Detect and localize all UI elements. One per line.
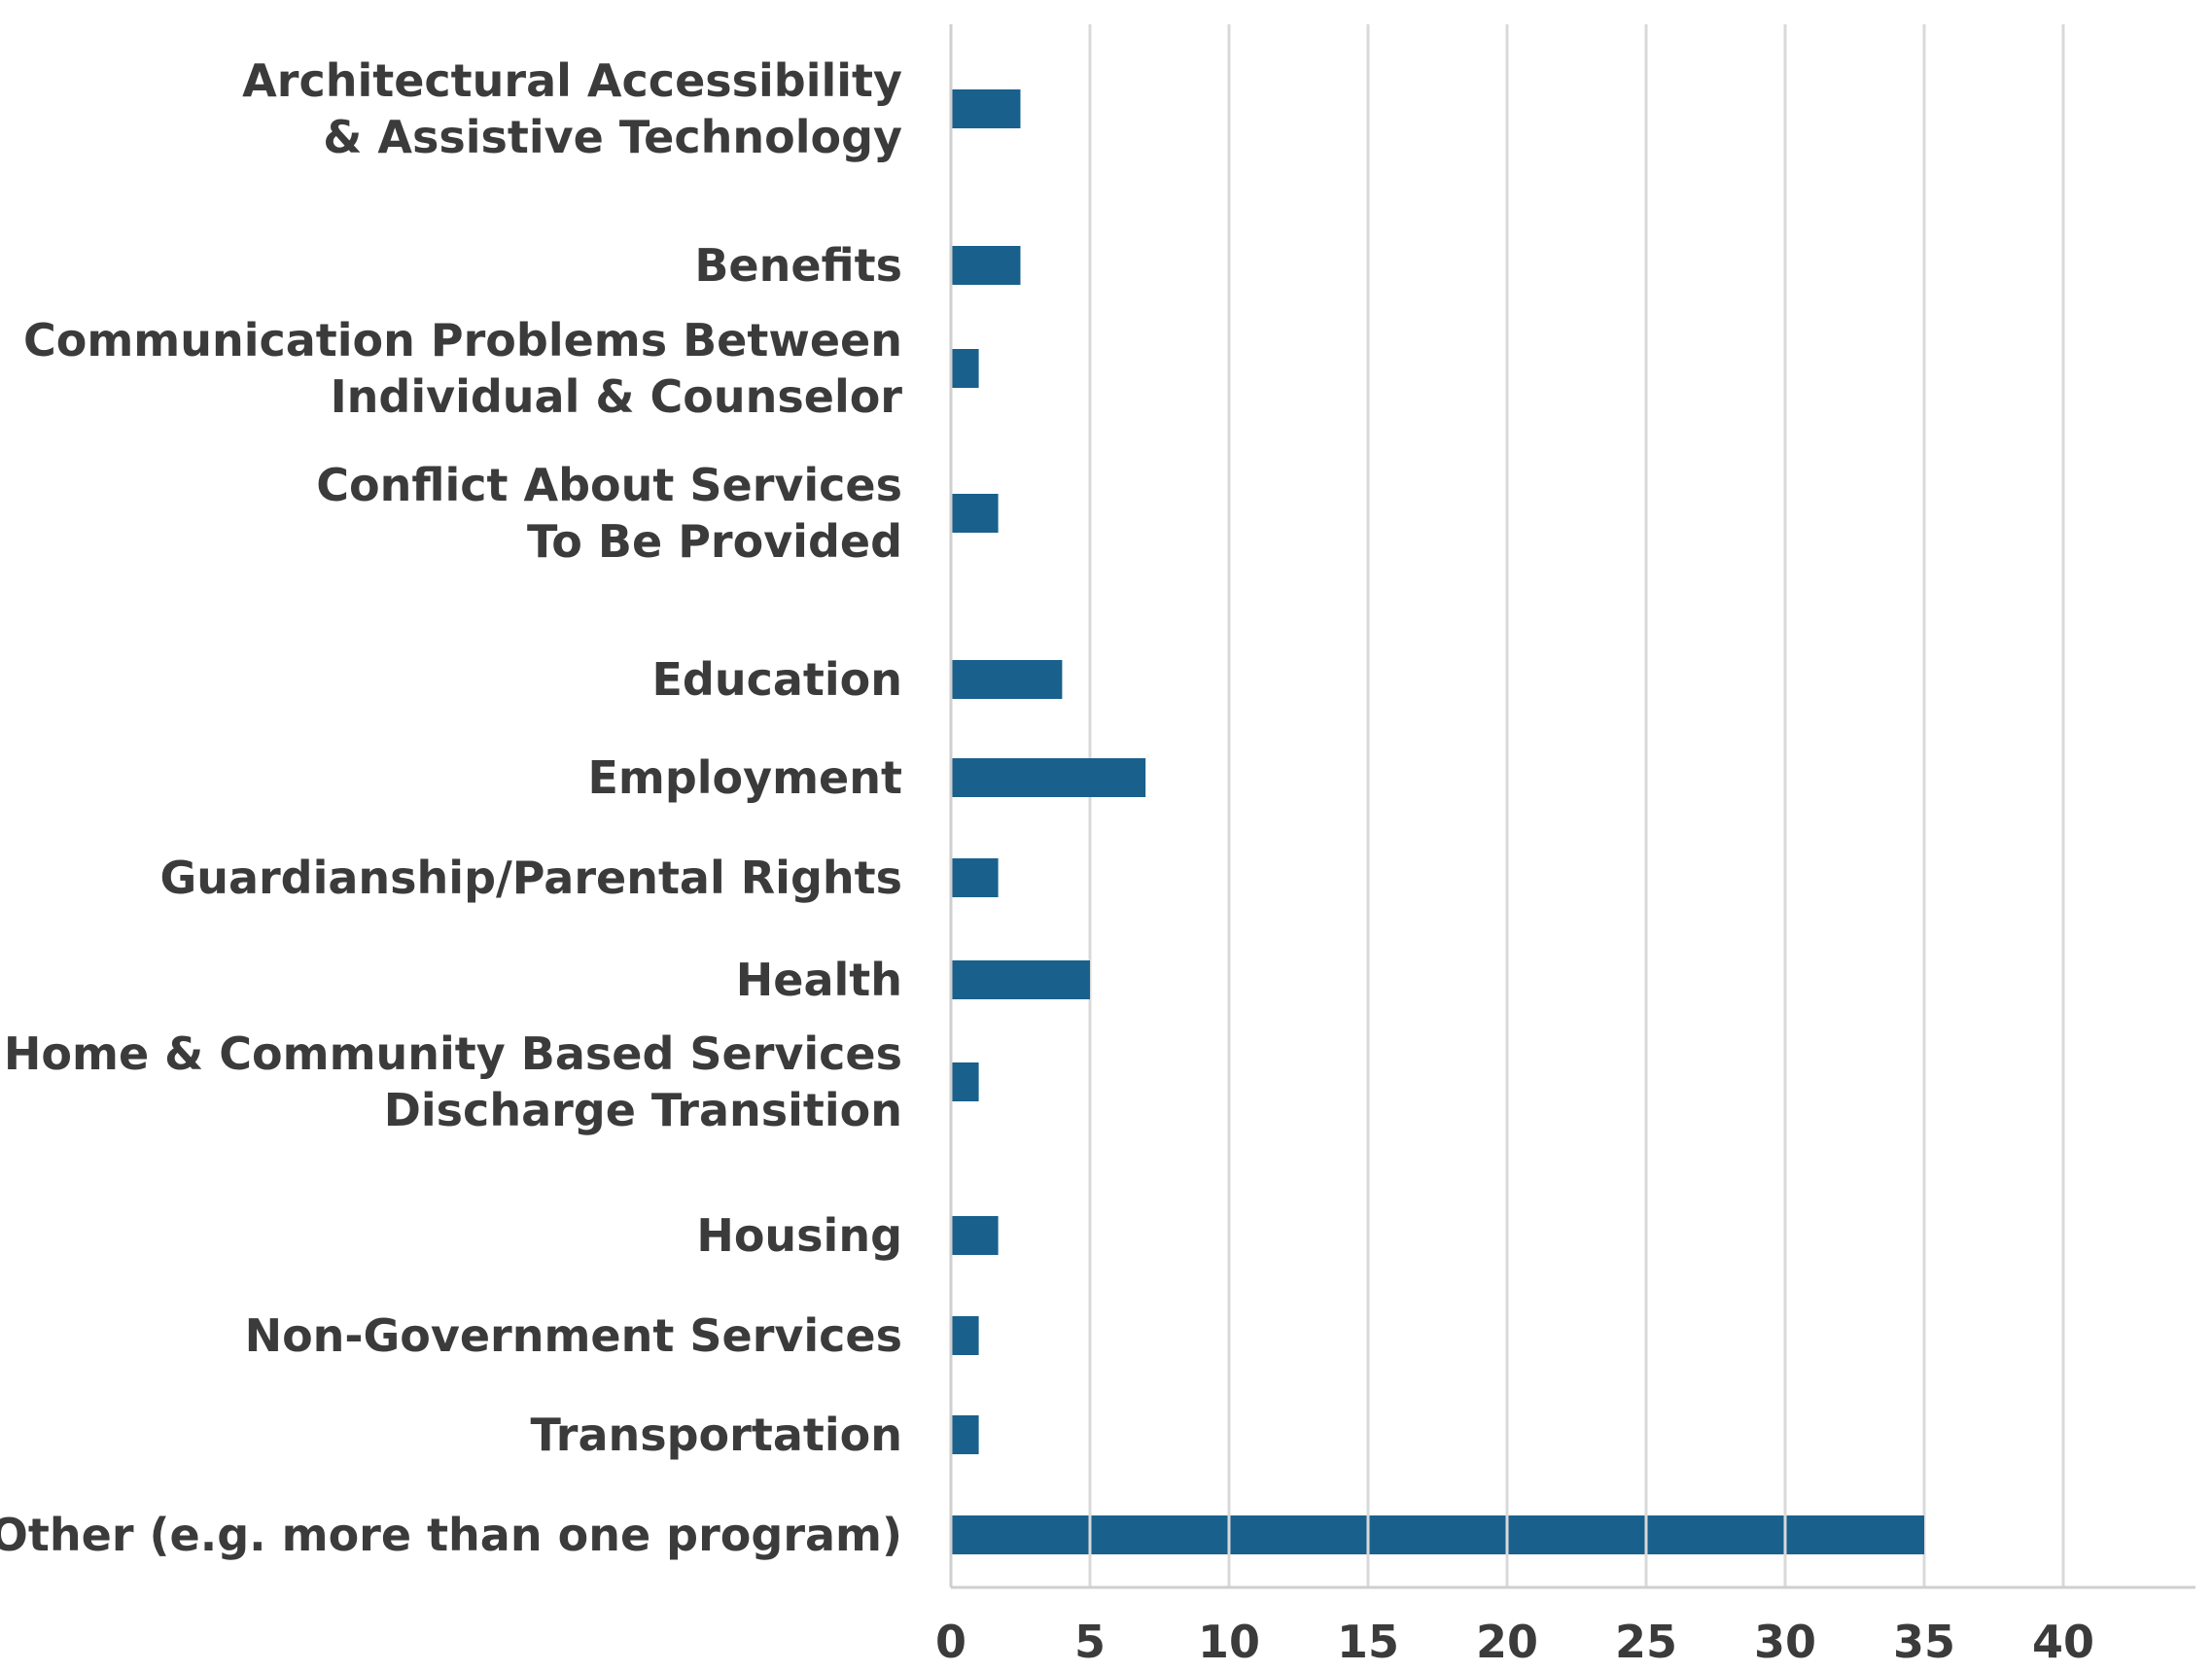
x-tick-label-30: 30: [1754, 1616, 1816, 1668]
category-label-line: & Assistive Technology: [323, 111, 902, 163]
bars: [951, 89, 1924, 1554]
category-label-4: Education: [651, 653, 902, 706]
category-label-line: To Be Provided: [527, 515, 902, 568]
category-label-line: Education: [651, 653, 902, 706]
x-tick-label-40: 40: [2032, 1616, 2094, 1668]
category-label-1: Benefits: [694, 239, 902, 292]
category-label-0: Architectural Accessibility & Assistive T…: [242, 54, 902, 163]
category-label-10: Non-Government Services: [245, 1309, 902, 1362]
category-label-5: Employment: [587, 751, 902, 804]
bar-7: [951, 960, 1090, 999]
x-tick-label-20: 20: [1476, 1616, 1538, 1668]
gridlines: [1088, 24, 2065, 1587]
category-label-6: Guardianship/Parental Rights: [159, 852, 902, 904]
bar-10: [951, 1316, 979, 1355]
bar-5: [951, 758, 1146, 797]
category-label-line: Architectural Accessibility: [242, 54, 902, 107]
category-label-11: Transportation: [530, 1409, 902, 1461]
category-label-line: Home & Community Based Services: [4, 1027, 902, 1080]
category-label-3: Conflict About Services To Be Provided: [316, 459, 902, 568]
x-axis: 0 5 10 15 20 25 30 35 40: [935, 24, 2195, 1668]
category-label-line: Individual & Counselor: [331, 370, 903, 423]
category-label-line: Other (e.g. more than one program): [0, 1509, 902, 1561]
bar-2: [951, 349, 979, 388]
category-label-9: Housing: [696, 1209, 902, 1262]
bar-11: [951, 1415, 979, 1454]
x-tick-label-35: 35: [1893, 1616, 1955, 1668]
category-label-2: Communication Problems Between Individual…: [23, 314, 902, 423]
category-label-line: Health: [736, 954, 902, 1006]
category-label-7: Health: [736, 954, 902, 1006]
bar-9: [951, 1216, 999, 1255]
bar-3: [951, 494, 999, 533]
bar-4: [951, 660, 1063, 699]
bar-0: [951, 89, 1021, 128]
category-label-line: Discharge Transition: [384, 1084, 902, 1136]
bar-1: [951, 246, 1021, 285]
x-tick-label-5: 5: [1074, 1616, 1106, 1668]
category-label-12: Other (e.g. more than one program): [0, 1509, 902, 1561]
bar-8: [951, 1062, 979, 1101]
category-label-line: Communication Problems Between: [23, 314, 902, 366]
category-label-line: Transportation: [530, 1409, 902, 1461]
x-tick-label-0: 0: [935, 1616, 966, 1668]
category-labels: Architectural Accessibility & Assistive T…: [0, 54, 902, 1561]
x-tick-label-15: 15: [1337, 1616, 1399, 1668]
bar-6: [951, 858, 999, 897]
category-label-line: Benefits: [694, 239, 902, 292]
category-label-line: Conflict About Services: [316, 459, 902, 511]
bar-12: [951, 1515, 1924, 1554]
category-label-line: Housing: [696, 1209, 902, 1262]
category-label-line: Guardianship/Parental Rights: [159, 852, 902, 904]
category-label-8: Home & Community Based Services Discharge…: [4, 1027, 902, 1136]
category-label-line: Non-Government Services: [245, 1309, 902, 1362]
x-tick-label-25: 25: [1615, 1616, 1677, 1668]
category-label-line: Employment: [587, 751, 902, 804]
x-tick-label-10: 10: [1198, 1616, 1260, 1668]
